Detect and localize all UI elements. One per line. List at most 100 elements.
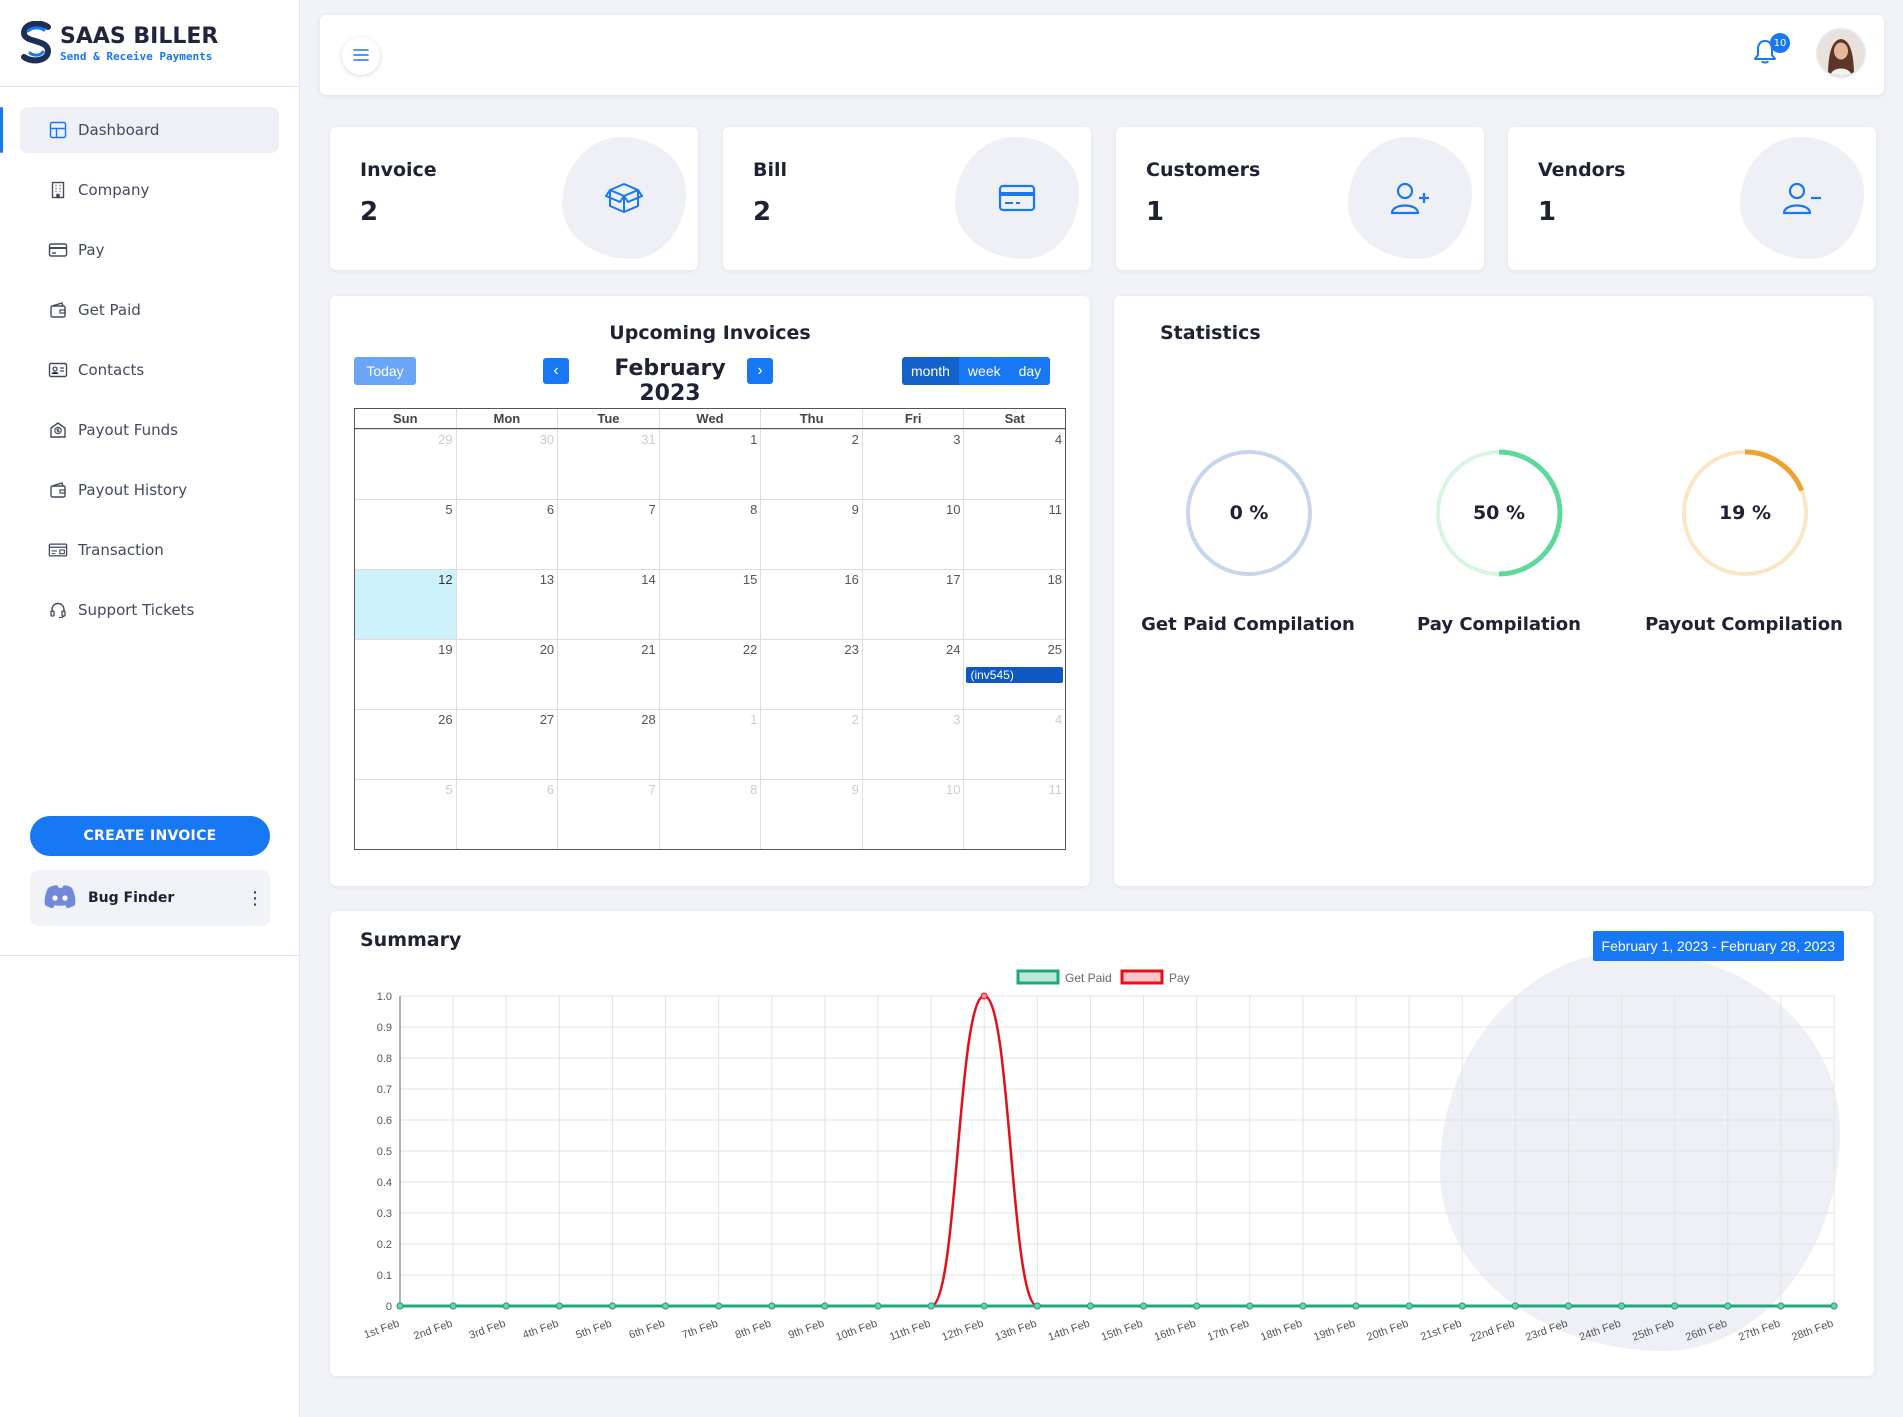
calendar-day[interactable]: 8 [658,500,761,569]
calendar-day[interactable]: 6 [455,500,558,569]
series-point-get-paid [1086,1302,1094,1310]
y-tick-label: 0.4 [377,1177,392,1189]
calendar-day[interactable]: 9 [760,500,862,569]
calendar-day[interactable]: 10 [861,780,964,849]
series-point-get-paid [1777,1302,1785,1310]
calendar-day[interactable]: 1 [658,430,761,499]
calendar-prev-button[interactable]: ‹ [543,358,569,384]
calendar-day[interactable]: 22 [658,640,761,709]
sidebar-item-company[interactable]: Company [20,167,279,213]
create-invoice-button[interactable]: CREATE INVOICE [30,816,270,856]
calendar-week-row: 26 27 28 1 2 3 4 [355,709,1065,779]
calendar-day[interactable]: 21 [557,640,659,709]
series-point-get-paid [1140,1302,1148,1310]
sidebar-item-contacts[interactable]: Contacts [20,347,279,393]
sidebar-item-transaction[interactable]: Transaction [20,527,279,573]
stat-card-vendors[interactable]: Vendors 1 [1508,127,1876,270]
sidebar-item-dashboard[interactable]: Dashboard [0,107,279,153]
calendar-day-number: 28 [641,712,656,727]
logo[interactable]: SAAS BILLER Send & Receive Payments [0,0,299,87]
calendar-day[interactable]: 11 [963,500,1065,569]
calendar-day-number: 31 [641,432,656,447]
building-icon [48,180,68,200]
calendar-day[interactable]: 15 [658,570,761,639]
series-point-get-paid [1193,1302,1201,1310]
calendar-week-row: 29 30 31 1 2 3 4 [355,429,1065,499]
sidebar-item-payout-funds[interactable]: Payout Funds [20,407,279,453]
x-tick-label: 26th Feb [1684,1318,1729,1344]
hamburger-menu-button[interactable] [342,37,380,75]
calendar-view-day[interactable]: day [1009,357,1051,385]
calendar-day[interactable]: 28 [557,710,659,779]
stat-card-bill[interactable]: Bill 2 [723,127,1091,270]
calendar-day[interactable]: 5 [355,780,456,849]
calendar-day[interactable]: 19 [355,640,456,709]
organization-card[interactable]: Bug Finder ⋮ [30,870,270,926]
calendar-day[interactable]: 23 [760,640,862,709]
y-tick-label: 0.9 [377,1022,392,1034]
calendar-day[interactable]: 2 [760,430,862,499]
calendar-day[interactable]: 16 [760,570,862,639]
date-range-picker[interactable]: February 1, 2023 - February 28, 2023 [1592,931,1844,961]
calendar-day[interactable]: 7 [557,500,659,569]
calendar-day-number: 1 [750,712,758,727]
calendar-day[interactable]: 18 [963,570,1065,639]
sidebar-item-payout-history[interactable]: Payout History [20,467,279,513]
calendar-view-week[interactable]: week [958,357,1010,385]
topbar: 10 [320,15,1884,95]
calendar-day[interactable]: 24 [861,640,964,709]
notifications-button[interactable]: 10 [1750,33,1790,71]
user-avatar[interactable] [1818,30,1864,76]
sidebar-item-support-tickets[interactable]: Support Tickets [20,587,279,633]
calendar-day[interactable]: 7 [557,780,659,849]
calendar-day[interactable]: 2 [760,710,862,779]
calendar-today-button[interactable]: Today [354,357,416,385]
calendar-day[interactable]: 9 [760,780,862,849]
calendar-event[interactable]: (inv545) [966,667,1064,683]
calendar-day[interactable]: 3 [861,430,964,499]
x-tick-label: 21st Feb [1419,1318,1463,1344]
series-point-get-paid [821,1302,829,1310]
calendar-day[interactable]: 20 [455,640,558,709]
sidebar-item-get-paid[interactable]: Get Paid [20,287,279,333]
ring-value: 50 % [1472,502,1526,524]
calendar-view-month[interactable]: month [902,357,959,385]
calendar-day[interactable]: 8 [658,780,761,849]
y-tick-label: 0.7 [377,1084,392,1096]
calendar-title: Upcoming Invoices [609,322,811,344]
stat-card-invoice[interactable]: Invoice 2 [330,127,698,270]
calendar-day[interactable]: 3 [861,710,964,779]
x-tick-label: 18th Feb [1259,1318,1304,1344]
y-tick-label: 0.5 [377,1146,392,1158]
calendar-day[interactable]: 27 [455,710,558,779]
calendar-next-button[interactable]: › [747,358,773,384]
calendar-day[interactable]: 10 [861,500,964,569]
y-tick-label: 0.3 [377,1208,392,1220]
series-point-get-paid [449,1302,457,1310]
calendar-day[interactable]: 13 [455,570,558,639]
contact-card-icon [48,360,68,380]
discord-icon [44,884,76,912]
calendar-day[interactable]: 17 [861,570,964,639]
calendar-day-today[interactable]: 12 [355,570,456,639]
calendar-day[interactable]: 11 [963,780,1065,849]
calendar-day[interactable]: 4 [963,430,1065,499]
calendar-day-number: 21 [641,642,656,657]
calendar-day[interactable]: 25 (inv545) [963,640,1065,709]
calendar-day[interactable]: 29 [355,430,456,499]
sidebar-item-label: Get Paid [78,301,141,319]
sidebar-item-pay[interactable]: Pay [20,227,279,273]
calendar-day[interactable]: 26 [355,710,456,779]
calendar-day[interactable]: 30 [455,430,558,499]
calendar-day[interactable]: 1 [658,710,761,779]
calendar-day[interactable]: 6 [455,780,558,849]
calendar-day[interactable]: 4 [963,710,1065,779]
kebab-menu-icon[interactable]: ⋮ [246,887,264,909]
calendar-day-number: 30 [539,432,555,447]
calendar-day[interactable]: 31 [557,430,659,499]
sidebar-item-label: Support Tickets [78,601,195,619]
calendar-day[interactable]: 14 [557,570,659,639]
stat-label: Customers [1146,159,1261,181]
stat-card-customers[interactable]: Customers 1 [1116,127,1484,270]
calendar-day[interactable]: 5 [355,500,456,569]
